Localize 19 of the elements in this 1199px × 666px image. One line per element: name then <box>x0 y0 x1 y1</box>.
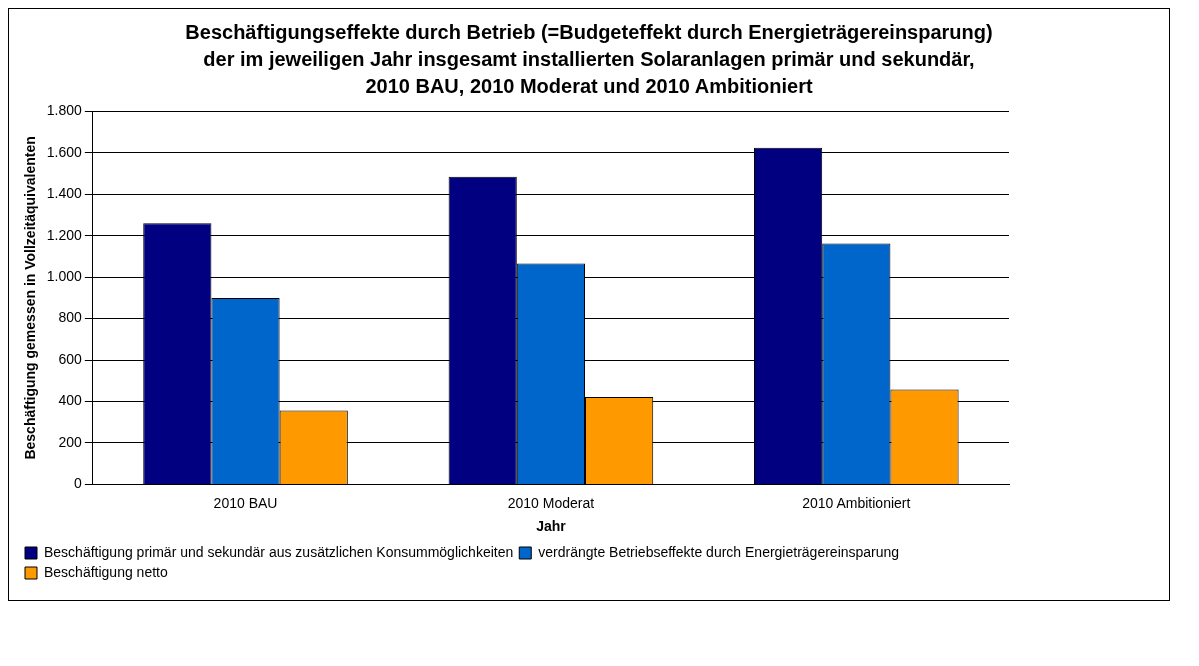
y-tick-label: 600 <box>58 350 83 367</box>
y-tick-label: 0 <box>74 475 83 492</box>
y-tick-label: 1.400 <box>46 185 83 202</box>
x-tick-label: 2010 Moderat <box>507 494 595 511</box>
legend-label: Beschäftigung netto <box>44 563 168 580</box>
x-axis-title: Jahr <box>536 518 567 535</box>
x-tick-label: 2010 Ambitioniert <box>802 494 911 511</box>
y-tick-label: 400 <box>58 392 83 409</box>
y-tick-label: 1.600 <box>46 143 83 160</box>
legend-label: verdrängte Betriebseffekte durch Energieträgereinsparung <box>538 543 900 560</box>
y-tick-label: 1.200 <box>46 226 83 243</box>
y-tick-label: 1.800 <box>46 102 83 119</box>
y-axis-title: Beschäftigung gemessen in Vollzeitäquivalenten <box>22 136 39 460</box>
legend-label: Beschäftigung primär und sekundär aus zusätzlichen Konsummöglichkeiten <box>44 543 514 560</box>
y-tick-label: 800 <box>58 309 83 326</box>
y-tick-label: 200 <box>58 433 83 450</box>
x-tick-label: 2010 BAU <box>213 494 278 511</box>
chart-title: Beschäftigungseffekte durch Betrieb (=Budgeteffekt durch Energieträgereinsparung) der im jeweiligen Jahr insgesamt installierten Solaranlagen primär und sekundär, 2010 BAU, 2010 Moderat und 2010 Ambitioniert <box>184 20 994 99</box>
y-tick-label: 1.000 <box>46 268 83 285</box>
